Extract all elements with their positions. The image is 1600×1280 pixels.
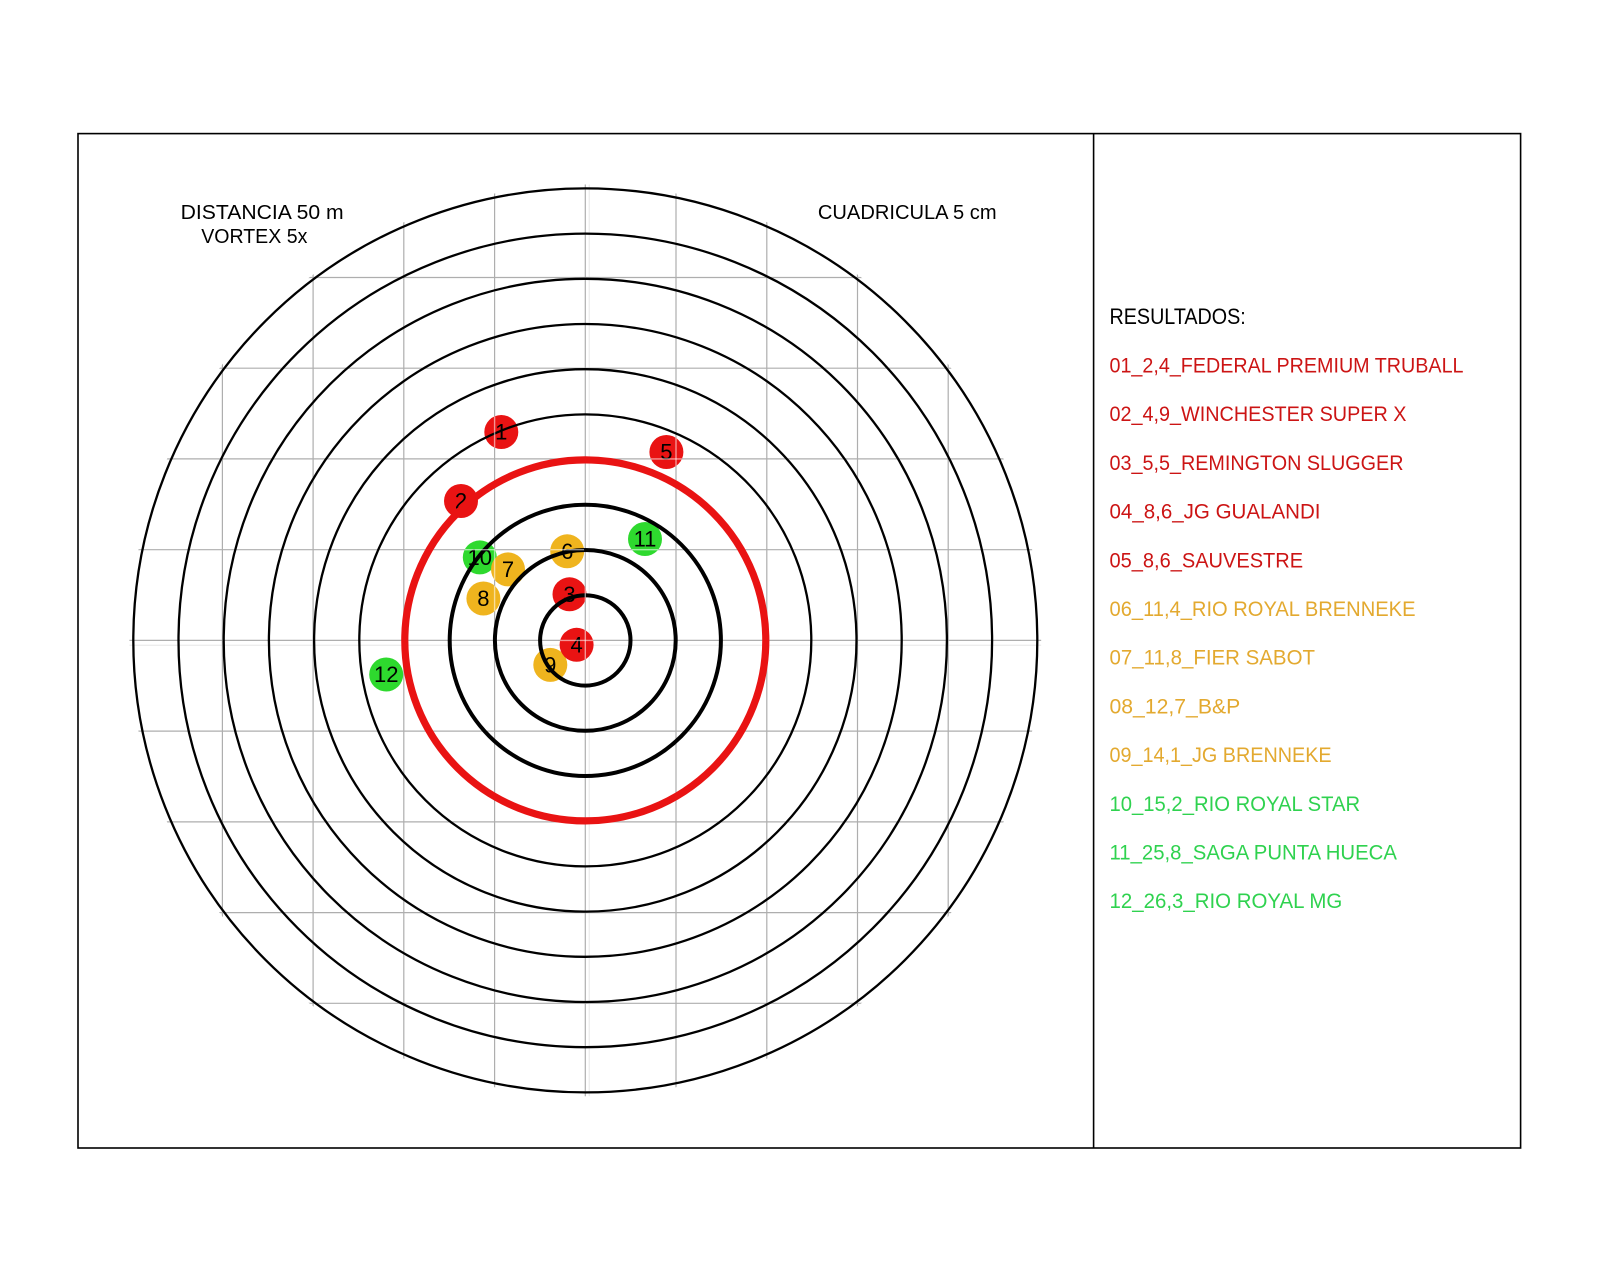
svg-text:5: 5 (660, 440, 672, 465)
svg-text:8: 8 (477, 586, 489, 611)
svg-text:01_2,4_FEDERAL PREMIUM TRUBALL: 01_2,4_FEDERAL PREMIUM TRUBALL (1110, 354, 1464, 378)
svg-text:12_26,3_RIO ROYAL MG: 12_26,3_RIO ROYAL MG (1110, 889, 1343, 913)
svg-text:DISTANCIA 50 m: DISTANCIA 50 m (181, 202, 344, 224)
svg-text:07_11,8_FIER SABOT: 07_11,8_FIER SABOT (1110, 646, 1316, 670)
svg-text:03_5,5_REMINGTON SLUGGER: 03_5,5_REMINGTON SLUGGER (1110, 451, 1404, 475)
svg-text:3: 3 (563, 582, 575, 607)
svg-text:06_11,4_RIO ROYAL BRENNEKE: 06_11,4_RIO ROYAL BRENNEKE (1110, 597, 1416, 621)
svg-text:11: 11 (634, 527, 657, 552)
svg-text:4: 4 (570, 633, 582, 658)
svg-text:05_8,6_SAUVESTRE: 05_8,6_SAUVESTRE (1110, 548, 1304, 572)
svg-text:02_4,9_WINCHESTER SUPER X: 02_4,9_WINCHESTER SUPER X (1110, 402, 1407, 426)
svg-text:RESULTADOS:: RESULTADOS: (1110, 304, 1246, 329)
svg-text:12: 12 (374, 662, 398, 687)
svg-text:1: 1 (495, 420, 507, 445)
svg-text:04_8,6_JG GUALANDI: 04_8,6_JG GUALANDI (1110, 500, 1321, 524)
svg-text:11_25,8_SAGA PUNTA HUECA: 11_25,8_SAGA PUNTA HUECA (1110, 841, 1398, 865)
svg-text:VORTEX 5x: VORTEX 5x (201, 226, 307, 248)
svg-text:10_15,2_RIO ROYAL STAR: 10_15,2_RIO ROYAL STAR (1110, 792, 1361, 816)
svg-text:08_12,7_B&P: 08_12,7_B&P (1110, 694, 1241, 718)
svg-text:09_14,1_JG BRENNEKE: 09_14,1_JG BRENNEKE (1110, 743, 1332, 767)
svg-text:7: 7 (502, 557, 514, 582)
svg-text:CUADRICULA 5 cm: CUADRICULA 5 cm (818, 202, 997, 224)
